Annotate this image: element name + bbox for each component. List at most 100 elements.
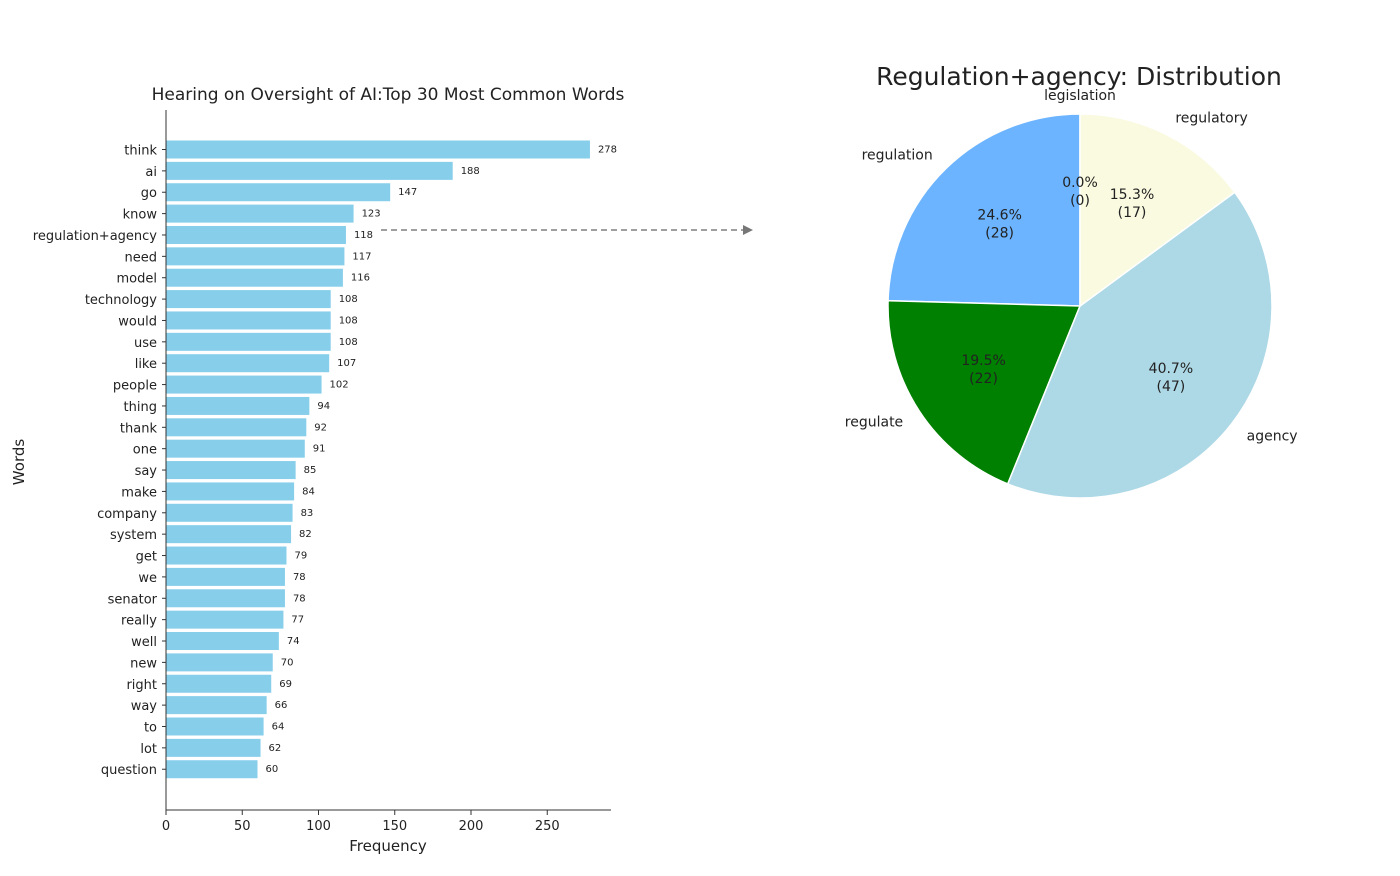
pie-percent-label: 40.7% (1149, 361, 1193, 377)
category-label: think (124, 144, 157, 159)
category-label: need (125, 250, 158, 265)
x-tick-label: 200 (459, 819, 484, 834)
category-label: new (130, 656, 157, 671)
bar-value-label: 116 (351, 273, 370, 284)
x-ticks: 0 50 100 150 200 250 (162, 810, 560, 834)
category-label: we (138, 571, 157, 586)
bar (166, 482, 295, 501)
bar-value-label: 147 (398, 187, 417, 198)
bar (166, 311, 331, 330)
pie-label-regulation: regulation (862, 148, 933, 164)
category-label: model (117, 272, 157, 287)
bar-value-label: 79 (294, 551, 307, 562)
pie-labels: legislation 0.0% (0) regulation 24.6% (28) reg… (845, 88, 1298, 445)
category-label: go (141, 186, 157, 201)
connector-arrow (381, 225, 753, 235)
bar (166, 674, 272, 693)
bar (166, 503, 293, 522)
pie-percent-label: 19.5% (961, 353, 1005, 369)
category-label: right (126, 678, 157, 693)
bar-value-label: 123 (362, 209, 381, 220)
category-label: get (136, 550, 157, 565)
bar (166, 183, 391, 202)
connector-arrowhead (743, 225, 753, 235)
category-label: one (133, 443, 157, 458)
bar-value-label: 78 (293, 593, 306, 604)
bar (166, 268, 343, 287)
category-label: question (101, 763, 157, 778)
category-label: company (97, 507, 157, 522)
x-tick-label: 250 (535, 819, 560, 834)
bar-value-label: 92 (314, 422, 327, 433)
bar (166, 653, 273, 672)
bar-chart-title: Hearing on Oversight of AI:Top 30 Most C… (152, 85, 625, 105)
category-label: use (134, 336, 157, 351)
bar (166, 525, 292, 544)
pie-label-agency: agency (1247, 429, 1298, 445)
bar-value-label: 108 (339, 337, 358, 348)
bar-value-label: 84 (302, 486, 315, 497)
bar (166, 567, 285, 586)
bar-value-label: 91 (313, 444, 326, 455)
bar-value-label: 66 (275, 700, 288, 711)
bar (166, 396, 310, 415)
category-label: would (118, 314, 157, 329)
bar (166, 589, 285, 608)
bar (166, 247, 345, 266)
x-tick-label: 100 (306, 819, 331, 834)
pie-slice-regulate (887, 299, 1082, 485)
category-label: make (121, 485, 157, 500)
bar-value-label: 118 (354, 230, 373, 241)
bar (166, 717, 264, 736)
category-label: regulation+agency (33, 229, 158, 244)
category-label: know (123, 208, 158, 223)
category-label: lot (140, 742, 157, 757)
bar-value-label: 108 (339, 315, 358, 326)
category-label: ai (145, 165, 157, 180)
bar-value-label: 69 (279, 679, 292, 690)
bar (166, 461, 296, 480)
pie-count-label: (28) (985, 225, 1014, 241)
pie-percent-label: 15.3% (1110, 187, 1154, 203)
bar (166, 225, 346, 244)
category-label: well (131, 635, 157, 650)
bar-value-label: 62 (269, 743, 282, 754)
category-label: like (135, 357, 157, 372)
pie-count-label: (0) (1070, 193, 1090, 209)
bar (166, 439, 305, 458)
bar-value-label: 278 (598, 145, 617, 156)
category-label: say (135, 464, 158, 479)
pie-count-label: (17) (1118, 205, 1147, 221)
bar (166, 204, 354, 223)
pie-slice-regulatory (1079, 113, 1236, 308)
x-tick-label: 50 (234, 819, 251, 834)
pie-label-regulate: regulate (845, 415, 903, 431)
bar-value-label: 117 (352, 251, 371, 262)
bar (166, 290, 331, 309)
bar-value-label: 94 (317, 401, 330, 412)
pie-percent-label: 0.0% (1062, 175, 1098, 191)
bar (166, 610, 284, 629)
x-axis-label: Frequency (349, 837, 427, 855)
y-axis-label: Words (10, 439, 28, 486)
bar (166, 738, 261, 757)
category-label: technology (85, 293, 157, 308)
bar-value-label: 78 (293, 572, 306, 583)
bar (166, 418, 307, 437)
category-labels: think ai go know regulation+agency need model t… (33, 144, 166, 778)
category-label: senator (108, 592, 158, 607)
category-label: system (110, 528, 157, 543)
bar-value-label: 77 (291, 615, 304, 626)
category-label: way (131, 699, 158, 714)
x-tick-label: 0 (162, 819, 170, 834)
bar-value-label: 74 (287, 636, 300, 647)
x-tick-label: 150 (382, 819, 407, 834)
pie-chart: Regulation+agency: Distribution legislat… (845, 62, 1298, 499)
bar-value-label: 60 (266, 764, 279, 775)
bar (166, 546, 287, 565)
bar (166, 696, 267, 715)
pie-slice-regulation (887, 113, 1081, 307)
bar-value-label: 85 (304, 465, 317, 476)
